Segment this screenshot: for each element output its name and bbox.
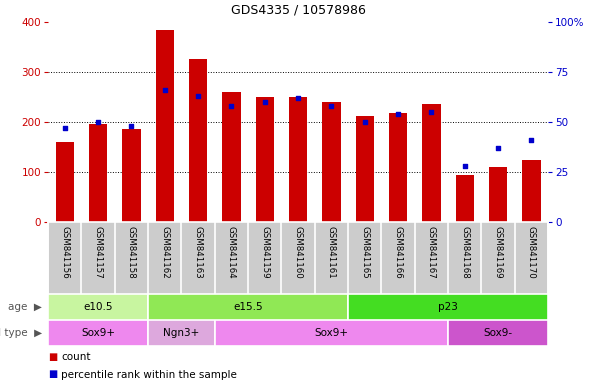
Bar [148,320,215,346]
Point [93,119,103,125]
Text: GDS4335 / 10578986: GDS4335 / 10578986 [231,3,365,17]
Text: GSM841161: GSM841161 [327,226,336,278]
Text: Ngn3+: Ngn3+ [163,328,199,338]
Text: GSM841159: GSM841159 [260,226,269,278]
Point [227,103,236,109]
Text: e10.5: e10.5 [83,302,113,312]
Text: GSM841164: GSM841164 [227,226,236,278]
Bar [48,320,148,346]
Point [293,95,303,101]
Bar [289,97,307,222]
Text: GSM841160: GSM841160 [293,226,303,278]
Text: age  ▶: age ▶ [8,302,42,312]
Point [460,163,470,169]
Bar [389,113,407,222]
Text: ■: ■ [48,352,57,362]
Point [394,111,403,117]
Bar [448,320,548,346]
Point [527,137,536,143]
Point [60,125,70,131]
Bar [156,30,174,222]
Bar [148,294,348,320]
Text: GSM841169: GSM841169 [493,226,503,278]
Point [427,109,436,115]
Point [127,123,136,129]
Text: GSM841168: GSM841168 [460,226,469,278]
Bar [422,104,441,222]
Text: Sox9+: Sox9+ [314,328,348,338]
Text: Sox9-: Sox9- [483,328,513,338]
Bar [55,142,74,222]
Bar [222,92,241,222]
Text: Sox9+: Sox9+ [81,328,115,338]
Bar [455,174,474,222]
Bar [322,102,340,222]
Text: cell type  ▶: cell type ▶ [0,328,42,338]
Text: GSM841156: GSM841156 [60,226,69,278]
Text: GSM841163: GSM841163 [194,226,202,278]
Text: e15.5: e15.5 [233,302,263,312]
Bar [348,294,548,320]
Point [160,87,169,93]
Point [260,99,270,105]
Bar [356,116,374,222]
Text: percentile rank within the sample: percentile rank within the sample [61,369,237,379]
Bar [489,167,507,222]
Bar [255,97,274,222]
Text: GSM841170: GSM841170 [527,226,536,278]
Bar [522,159,540,222]
Bar [215,320,448,346]
Bar [122,129,140,222]
Text: GSM841158: GSM841158 [127,226,136,278]
Bar [189,58,207,222]
Point [327,103,336,109]
Text: GSM841166: GSM841166 [394,226,402,278]
Text: GSM841167: GSM841167 [427,226,436,278]
Text: GSM841165: GSM841165 [360,226,369,278]
Text: count: count [61,352,90,362]
Text: GSM841157: GSM841157 [93,226,103,278]
Text: GSM841162: GSM841162 [160,226,169,278]
Point [194,93,203,99]
Text: ■: ■ [48,369,57,379]
Bar [89,124,107,222]
Point [360,119,369,125]
Point [493,145,503,151]
Text: p23: p23 [438,302,458,312]
Bar [48,294,148,320]
